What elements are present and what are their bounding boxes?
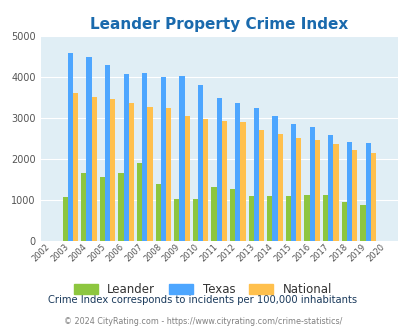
Bar <box>277 134 282 241</box>
Bar <box>136 163 142 241</box>
Bar <box>322 195 328 241</box>
Bar <box>92 97 96 241</box>
Bar <box>147 107 152 241</box>
Bar <box>290 124 296 241</box>
Bar <box>296 138 301 241</box>
Bar <box>166 108 171 241</box>
Bar <box>314 140 319 241</box>
Bar <box>364 143 370 241</box>
Bar <box>174 199 179 241</box>
Bar <box>118 173 123 241</box>
Bar <box>81 173 86 241</box>
Bar <box>100 178 105 241</box>
Bar <box>184 116 190 241</box>
Bar <box>240 122 245 241</box>
Bar <box>230 189 234 241</box>
Bar <box>123 74 128 241</box>
Bar <box>73 93 78 241</box>
Bar <box>221 120 226 241</box>
Bar <box>110 99 115 241</box>
Bar <box>351 150 356 241</box>
Bar <box>253 108 258 241</box>
Bar <box>258 130 264 241</box>
Bar <box>285 196 290 241</box>
Bar <box>272 116 277 241</box>
Bar <box>309 127 314 241</box>
Bar <box>128 103 134 241</box>
Bar <box>68 53 73 241</box>
Text: Crime Index corresponds to incidents per 100,000 inhabitants: Crime Index corresponds to incidents per… <box>48 295 357 305</box>
Bar <box>192 199 198 241</box>
Bar <box>86 57 92 241</box>
Bar <box>359 205 364 241</box>
Bar <box>328 135 333 241</box>
Bar <box>333 144 338 241</box>
Legend: Leander, Texas, National: Leander, Texas, National <box>69 278 336 301</box>
Bar <box>211 187 216 241</box>
Bar <box>304 195 309 241</box>
Bar <box>198 85 203 241</box>
Bar <box>370 153 375 241</box>
Text: © 2024 CityRating.com - https://www.cityrating.com/crime-statistics/: © 2024 CityRating.com - https://www.city… <box>64 317 341 326</box>
Bar <box>341 202 346 241</box>
Bar <box>266 196 272 241</box>
Bar <box>179 76 184 241</box>
Bar <box>105 65 110 241</box>
Bar <box>155 184 160 241</box>
Bar <box>142 73 147 241</box>
Bar <box>160 77 166 241</box>
Bar <box>203 119 208 241</box>
Bar <box>216 98 221 241</box>
Bar <box>248 196 253 241</box>
Bar <box>346 142 351 241</box>
Bar <box>234 103 240 241</box>
Bar <box>62 197 68 241</box>
Title: Leander Property Crime Index: Leander Property Crime Index <box>90 17 347 32</box>
